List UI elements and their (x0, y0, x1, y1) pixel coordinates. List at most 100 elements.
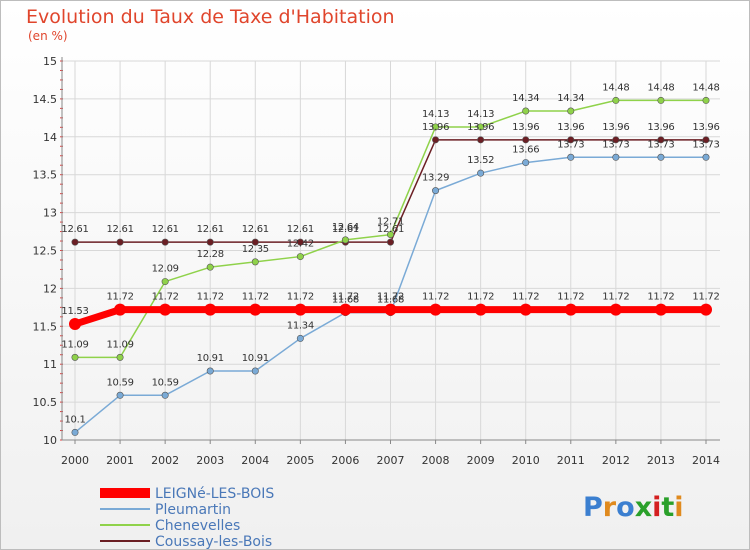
data-label: 13.29 (422, 173, 449, 184)
data-point (296, 334, 304, 342)
data-label: 12.61 (152, 224, 179, 235)
data-point (474, 303, 487, 316)
x-tick-label: 2007 (377, 454, 405, 467)
x-tick-label: 2014 (692, 454, 720, 467)
data-label: 11.72 (647, 292, 674, 303)
data-label: 13.96 (422, 122, 449, 133)
data-label: 11.72 (377, 292, 404, 303)
data-point (477, 136, 485, 144)
x-tick-label: 2009 (467, 454, 495, 467)
data-label: 13.73 (647, 139, 674, 150)
logo-letter: i (674, 492, 683, 523)
data-point (522, 107, 530, 115)
y-tick-label: 14 (43, 131, 57, 144)
data-point (700, 303, 712, 316)
proxiti-logo: Proxiti (583, 492, 684, 523)
y-tick-label: 10.5 (33, 396, 58, 409)
data-label: 12.61 (61, 224, 88, 235)
x-tick-label: 2006 (331, 454, 359, 467)
data-point (522, 136, 530, 144)
data-point (206, 367, 214, 375)
data-label: 12.71 (377, 217, 404, 228)
data-label: 11.09 (107, 339, 134, 350)
data-point (432, 136, 440, 144)
x-tick-label: 2004 (241, 454, 269, 467)
data-label: 13.96 (647, 122, 674, 133)
data-point (341, 236, 349, 244)
data-point (567, 136, 575, 144)
data-point (429, 303, 442, 316)
data-label: 10.59 (152, 377, 179, 388)
axes: 10 10.5 11 11.5 12 12.5 13 13.5 14 14.5 15 2000 2001… (33, 55, 720, 467)
data-label: 13.96 (557, 122, 584, 133)
data-point (251, 367, 259, 375)
x-tick-label: 2010 (512, 454, 540, 467)
data-label: 11.34 (287, 320, 314, 331)
data-point (296, 238, 304, 246)
data-point (702, 136, 710, 144)
data-label: 11.72 (152, 292, 179, 303)
x-tick-label: 2005 (286, 454, 314, 467)
legend-label: LEIGNé-LES-BOIS (155, 486, 274, 502)
data-point (206, 263, 214, 271)
logo-letter: P (583, 492, 603, 523)
data-label: 13.52 (467, 155, 494, 166)
data-point (339, 303, 352, 316)
legend-label: Coussay-les-Bois (155, 534, 272, 550)
data-label: 11.72 (602, 292, 629, 303)
logo-letter: i (652, 492, 661, 523)
chart-subtitle: (en %) (28, 29, 68, 43)
data-point (251, 238, 259, 246)
y-tick-label: 13 (43, 207, 57, 220)
data-label: 14.34 (557, 93, 584, 104)
logo-letter: r (603, 492, 617, 523)
data-point (69, 318, 81, 331)
data-point (204, 303, 217, 316)
data-point (567, 107, 575, 115)
x-tick-label: 2002 (151, 454, 179, 467)
data-point (294, 303, 307, 316)
x-tick-label: 2003 (196, 454, 224, 467)
x-tick-label: 2001 (106, 454, 134, 467)
data-point (116, 353, 124, 361)
data-point (522, 159, 530, 167)
data-point (612, 136, 620, 144)
data-label: 11.72 (242, 292, 269, 303)
y-tick-label: 15 (43, 55, 57, 68)
data-point (114, 303, 127, 316)
data-point (432, 187, 440, 195)
y-tick-label: 12.5 (33, 245, 58, 258)
data-label: 12.35 (242, 244, 269, 255)
data-label: 10.91 (197, 353, 224, 364)
data-point (116, 391, 124, 399)
data-label: 12.28 (197, 249, 224, 260)
logo-letter: o (616, 492, 635, 523)
data-label: 11.72 (467, 292, 494, 303)
data-point (564, 303, 577, 316)
data-point (71, 353, 79, 361)
data-label: 14.13 (467, 109, 494, 120)
data-point (657, 136, 665, 144)
data-point (384, 303, 397, 316)
legend-label: Pleumartin (155, 502, 231, 518)
data-point (657, 96, 665, 104)
data-label: 12.61 (287, 224, 314, 235)
data-point (386, 231, 394, 239)
x-tick-label: 2011 (557, 454, 585, 467)
data-label: 14.48 (692, 82, 719, 93)
data-point (159, 303, 172, 316)
data-label: 12.61 (107, 224, 134, 235)
data-label: 12.61 (377, 224, 404, 235)
data-point (657, 153, 665, 161)
legend-label: Chenevelles (155, 518, 240, 534)
data-label: 11.72 (422, 292, 449, 303)
data-point (251, 258, 259, 266)
data-label: 10.1 (64, 414, 85, 425)
y-tick-label: 10 (43, 434, 57, 447)
y-tick-label: 11.5 (33, 320, 58, 333)
data-point (609, 303, 622, 316)
grid (62, 60, 720, 441)
series-layer (69, 96, 712, 436)
data-label: 11.72 (557, 292, 584, 303)
